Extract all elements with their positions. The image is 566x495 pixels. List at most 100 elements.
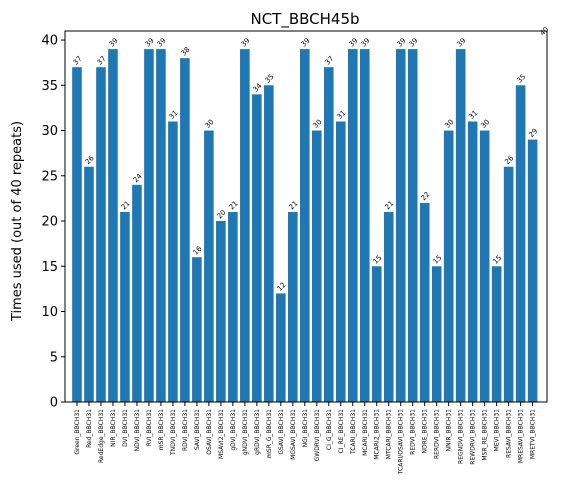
- bar: [240, 49, 250, 402]
- x-tick-label: NNIR_BBCH31: [446, 409, 453, 452]
- bar: [383, 211, 394, 402]
- bar-value-label: 21: [120, 199, 132, 211]
- bar-value-label: 22: [419, 190, 431, 202]
- bar-value-label: 35: [515, 73, 527, 85]
- y-tick-label: 25: [41, 169, 58, 184]
- y-tick-label: 20: [41, 215, 58, 230]
- bar: [312, 130, 322, 403]
- bar-value-label: 39: [360, 37, 372, 49]
- y-tick-label: 30: [41, 124, 58, 139]
- bar-value-label: 39: [348, 37, 360, 49]
- bar: [120, 211, 130, 402]
- x-tick-label: gRDVI_BBCH31: [254, 409, 261, 455]
- bar-value-label: 30: [312, 118, 324, 130]
- x-tick-label: SAVI_BBCH31: [194, 409, 201, 450]
- y-tick-label: 5: [50, 350, 58, 365]
- x-tick-label: RERDVI_BBCH31: [434, 409, 441, 459]
- x-tick-label: mSR_G_BBCH31: [266, 409, 273, 458]
- bar-value-label: 35: [264, 73, 276, 85]
- bar: [323, 67, 334, 402]
- bar-value-label: 26: [84, 154, 96, 166]
- bar-value-label: 29: [527, 127, 539, 139]
- bar: [479, 130, 490, 403]
- bar-value-label: 21: [228, 199, 240, 211]
- bar: [527, 139, 538, 402]
- bar: [72, 67, 82, 402]
- x-axis-ticks: Green_BBCH31 Red_BBCH31 RedEdge_BBCH31 NIR_…: [74, 402, 537, 475]
- x-tick-label: GSAVI_BBCH31: [278, 409, 285, 455]
- x-tick-label: NDVI_BBCH31: [134, 409, 141, 452]
- x-tick-label: TCARI/OSAVI_BBCH31: [398, 409, 405, 475]
- bar: [455, 49, 466, 402]
- bar-value-label: 15: [491, 254, 503, 266]
- bar: [276, 293, 286, 402]
- bar: [371, 266, 382, 402]
- bar: [407, 49, 418, 402]
- x-tick-label: TNDVI_BBCH31: [170, 409, 177, 456]
- bar: [108, 49, 118, 402]
- bar-value-label: 21: [383, 199, 395, 211]
- bar-value-label: 31: [467, 109, 479, 121]
- bar-value-label: 39: [395, 37, 407, 49]
- x-tick-label: GWDRVI_BBCH31: [314, 409, 321, 462]
- bar: [252, 94, 262, 402]
- x-tick-label: REDVI_BBCH31: [410, 409, 417, 455]
- bars-group: [72, 49, 538, 403]
- x-tick-label: RESAVI_BBCH31: [506, 409, 513, 458]
- bar-value-label: 34: [252, 81, 264, 93]
- bar-value-label: 30: [479, 118, 491, 130]
- bar: [168, 121, 178, 403]
- x-tick-label: RDVI_BBCH31: [182, 409, 189, 451]
- x-tick-label: mSR_BBCH31: [158, 409, 165, 450]
- y-tick-label: 35: [41, 79, 58, 94]
- bar-value-label: 37: [324, 55, 336, 67]
- bar-value-label: 39: [156, 37, 168, 49]
- x-tick-label: CI_RE_BBCH31: [338, 409, 345, 454]
- y-tick-label: 40: [41, 34, 58, 49]
- x-tick-label: MSAVI2_BBCH31: [218, 409, 225, 459]
- x-tick-label: MCARI2_BBCH31: [374, 409, 381, 460]
- bar: [180, 58, 190, 403]
- x-tick-label: gNDVI_BBCH31: [242, 409, 249, 455]
- bar: [156, 49, 166, 402]
- bar-value-label: 26: [503, 154, 515, 166]
- bar-value-label: 16: [192, 244, 204, 256]
- bar-value-label: 39: [407, 37, 419, 49]
- x-tick-label: MCARI_BBCH31: [362, 409, 369, 456]
- bar: [491, 266, 502, 402]
- x-tick-label: gDVI_BBCH31: [230, 409, 237, 451]
- bar: [300, 49, 310, 402]
- bar-value-label: 39: [240, 37, 252, 49]
- y-tick-label: 10: [41, 305, 58, 320]
- x-tick-label: NDRE_BBCH31: [422, 409, 429, 454]
- bar-value-label: 24: [132, 172, 144, 184]
- bar-value-label: 21: [288, 199, 300, 211]
- bar-value-label: 20: [216, 208, 228, 220]
- bar: [503, 166, 514, 402]
- bar-value-label: 15: [371, 254, 383, 266]
- x-tick-label: OSAVI_BBCH31: [206, 409, 213, 455]
- x-tick-label: DVI_BBCH31: [122, 409, 129, 447]
- bar-value-label: 38: [180, 46, 192, 58]
- bar-value-label: 39: [144, 37, 156, 49]
- bar: [359, 49, 370, 402]
- bar: [443, 130, 454, 403]
- bar: [467, 121, 478, 403]
- bar: [288, 211, 298, 402]
- bar-value-label: 37: [96, 55, 108, 67]
- bar-value-label: 15: [431, 254, 443, 266]
- x-tick-label: TCARI_BBCH31: [350, 409, 357, 455]
- x-tick-label: MSR_RE_BBCH31: [482, 409, 489, 461]
- bar-value-label: 31: [336, 109, 348, 121]
- x-tick-label: RedEdge_BBCH31: [98, 409, 105, 463]
- bar: [347, 49, 358, 402]
- bar-value-label: 12: [276, 281, 288, 293]
- bar-value-label: 39: [455, 37, 467, 49]
- x-tick-label: REGNDVI_BBCH31: [458, 409, 465, 464]
- bar-value-label: 39: [108, 37, 120, 49]
- bar: [395, 49, 406, 402]
- x-tick-label: Green_BBCH31: [74, 409, 81, 455]
- bar: [264, 85, 274, 402]
- bar: [144, 49, 154, 402]
